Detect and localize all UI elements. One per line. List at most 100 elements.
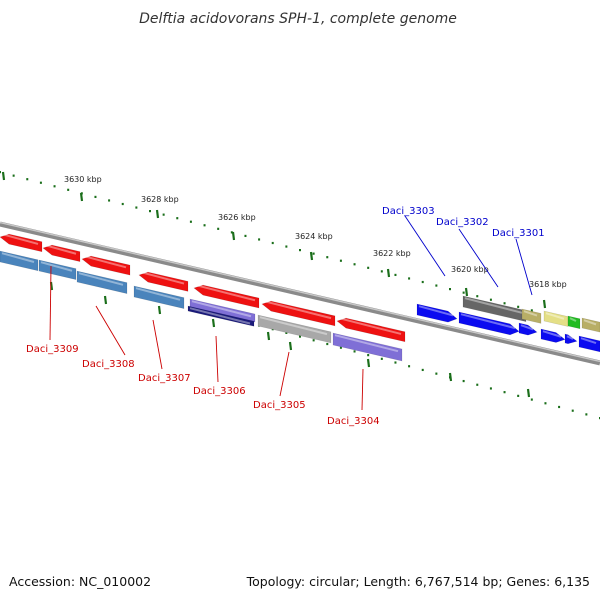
- outer-tick-dot: [285, 245, 288, 248]
- accession-text: Accession: NC_010002: [9, 574, 152, 589]
- outer-tick-dot: [189, 220, 192, 223]
- outer-tick-dot: [176, 217, 179, 220]
- gene-arrow: [193, 284, 260, 309]
- gene-arrow: [81, 255, 131, 276]
- major-tick: [526, 388, 531, 398]
- gene-arrow: [462, 295, 527, 322]
- major-tick: [448, 372, 453, 382]
- outer-tick-dot: [421, 280, 424, 284]
- major-tick: [231, 231, 236, 241]
- label-leader-lines: [49, 215, 533, 411]
- major-tick: [1, 171, 6, 181]
- outer-tick-dot: [489, 298, 492, 301]
- gene-label-reverse: Daci_3308: [82, 359, 135, 370]
- gene-features: [0, 233, 600, 362]
- major-tick: [288, 341, 293, 351]
- inner-tick-dot: [435, 372, 438, 375]
- gene-arrow: [458, 311, 520, 336]
- genome-backbone-highlight: [0, 221, 600, 363]
- outer-tick-dot: [299, 249, 301, 252]
- major-tick: [366, 358, 371, 368]
- ruler-label: 3624 kbp: [295, 232, 333, 241]
- outer-tick-dot: [121, 202, 124, 206]
- outer-tick-dot: [380, 270, 383, 273]
- inner-tick-dot: [544, 402, 547, 405]
- outer-tick-dot: [367, 266, 370, 269]
- map-title: Delftia acidovorans SPH-1, complete geno…: [139, 11, 457, 27]
- gene-arrow: [138, 271, 189, 292]
- gene-arrow: [567, 315, 581, 330]
- major-tick: [211, 318, 216, 328]
- outer-tick-dot: [217, 227, 220, 230]
- gene-label-reverse: Daci_3309: [26, 344, 79, 355]
- outer-tick-dot: [26, 178, 29, 181]
- genome-summary-text: Topology: circular; Length: 6,767,514 bp…: [246, 574, 590, 589]
- gene-label-reverse: Daci_3304: [327, 416, 380, 427]
- leader-line: [152, 319, 163, 370]
- outer-tick-dot: [244, 234, 247, 238]
- outer-tick-dot: [67, 188, 70, 191]
- outer-tick-dot: [162, 213, 165, 216]
- outer-tick-dot: [94, 195, 97, 199]
- outer-tick-dot: [271, 241, 274, 245]
- inner-tick-dot: [503, 391, 506, 394]
- inner-tick-dot: [285, 331, 288, 334]
- inner-tick-dot: [476, 383, 479, 386]
- inner-tick-dot: [312, 339, 315, 342]
- ruler-label: 3626 kbp: [218, 213, 256, 222]
- major-tick: [157, 305, 162, 315]
- gene-arrow: [0, 233, 43, 253]
- inner-tick-dot: [462, 379, 465, 383]
- gene-arrow: [261, 300, 336, 327]
- ruler-label: 3630 kbp: [64, 175, 102, 184]
- outer-tick-dot: [394, 273, 397, 277]
- inner-tick-dot: [489, 387, 492, 390]
- gene-arrow: [332, 332, 403, 362]
- major-tick: [386, 268, 391, 278]
- leader-line: [279, 351, 290, 397]
- gene-arrow: [581, 317, 600, 333]
- gene-arrow: [518, 322, 538, 336]
- gene-arrow: [42, 244, 81, 262]
- inner-tick-dot: [326, 342, 329, 346]
- leader-line: [404, 215, 446, 277]
- outer-tick-dot: [108, 199, 111, 202]
- outer-tick-dot: [503, 302, 506, 305]
- ruler-label: 3620 kbp: [451, 265, 489, 274]
- gene-label-reverse: Daci_3305: [253, 400, 306, 411]
- inner-tick-dot: [421, 368, 424, 372]
- outer-tick-dot: [353, 263, 356, 266]
- gene-arrow: [187, 305, 255, 327]
- major-tick: [542, 299, 547, 309]
- ruler-label: 3618 kbp: [529, 280, 567, 289]
- gene-label-forward: Daci_3303: [382, 206, 435, 217]
- outer-tick-dot: [0, 171, 1, 174]
- outer-tick-dot: [203, 224, 206, 227]
- outer-tick-dots: [0, 171, 600, 330]
- inner-tick-dot: [353, 350, 356, 353]
- gene-arrow: [543, 310, 569, 327]
- outer-tick-dot: [326, 256, 329, 259]
- outer-tick-dot: [135, 206, 138, 209]
- outer-tick-dot: [462, 291, 465, 294]
- outer-tick-dot: [53, 185, 56, 188]
- outer-tick-dot: [517, 305, 520, 308]
- inner-tick-dot: [571, 409, 574, 412]
- gene-arrow: [257, 314, 332, 344]
- gene-label-forward: Daci_3301: [492, 228, 545, 239]
- outer-tick-dot: [149, 210, 151, 213]
- gene-arrow: [521, 308, 542, 324]
- ruler-ticks: [1, 171, 547, 398]
- major-tick: [266, 331, 271, 341]
- inner-tick-dot: [367, 354, 370, 357]
- gene-arrow: [189, 298, 256, 323]
- outer-tick-dot: [258, 238, 261, 241]
- ruler-labels: 3618 kbp 3620 kbp 3622 kbp 3624 kbp 3626 kbp…: [64, 175, 567, 289]
- major-tick: [309, 251, 314, 261]
- inner-tick-dot: [408, 365, 411, 368]
- major-tick: [103, 295, 108, 305]
- ruler-label: 3622 kbp: [373, 249, 411, 258]
- major-tick: [464, 287, 469, 297]
